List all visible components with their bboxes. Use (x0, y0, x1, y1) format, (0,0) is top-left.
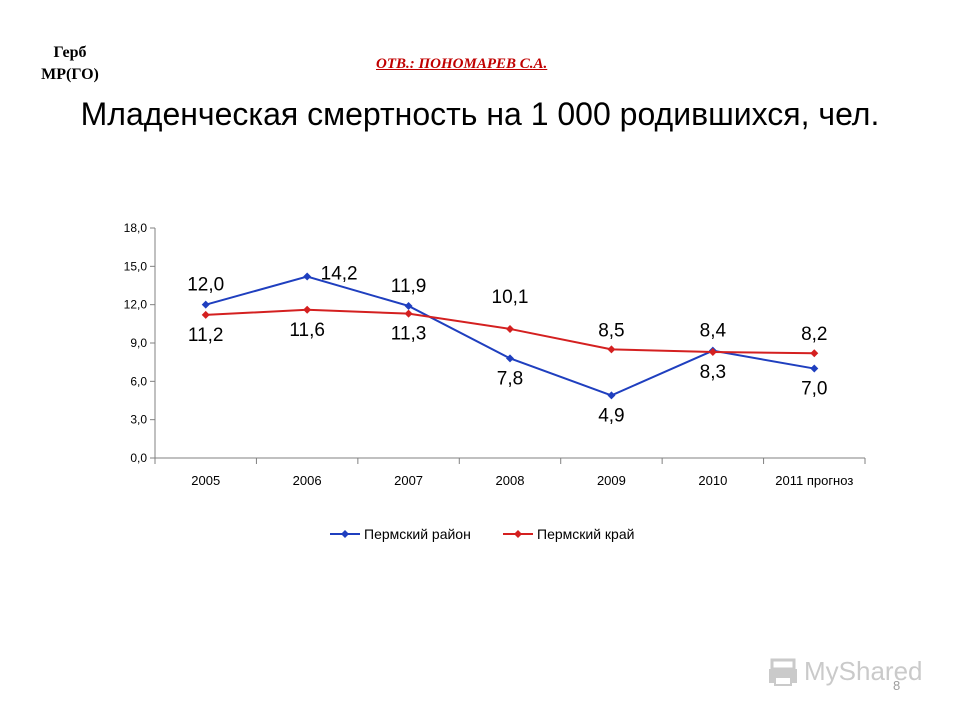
data-point-marker (201, 310, 210, 319)
y-tick-label: 3,0 (130, 413, 147, 427)
data-point-marker (404, 309, 413, 318)
data-point-marker (303, 305, 312, 314)
data-point-marker (506, 354, 514, 363)
x-tick-label: 2010 (698, 473, 727, 488)
watermark-printer-icon (769, 658, 797, 686)
data-point-marker (404, 301, 413, 310)
data-label: 14,2 (321, 264, 358, 285)
x-tick-label: 2007 (394, 473, 423, 488)
data-label: 8,5 (598, 320, 624, 341)
data-label: 12,0 (187, 275, 224, 296)
x-tick-label: 2005 (191, 473, 220, 488)
legend-label: Пермский район (364, 526, 471, 542)
responsible-person: ОТВ.: ПОНОМАРЕВ С.А. (376, 56, 548, 72)
page-number: 8 (893, 678, 901, 693)
data-label: 8,3 (700, 362, 726, 383)
coat-of-arms-placeholder: Герб МР(ГО) (20, 42, 120, 86)
watermark: MyShared (768, 656, 923, 687)
data-label: 7,0 (801, 379, 827, 400)
data-point-marker (607, 391, 616, 400)
data-label: 11,2 (188, 325, 224, 346)
data-point-marker (506, 324, 514, 333)
legend-marker (514, 530, 522, 538)
x-tick-label: 2008 (496, 473, 525, 488)
coat-line-2: МР(ГО) (41, 66, 99, 83)
watermark-text: MyShared (804, 656, 923, 686)
x-tick-label: 2009 (597, 473, 626, 488)
data-label: 11,3 (391, 324, 427, 345)
data-label: 8,4 (700, 321, 727, 342)
coat-line-1: Герб (53, 44, 87, 61)
data-label: 11,6 (289, 320, 325, 341)
data-point-marker (810, 364, 819, 373)
y-tick-label: 6,0 (130, 374, 147, 388)
y-tick-label: 15,0 (124, 259, 148, 273)
x-tick-label: 2006 (293, 473, 322, 488)
data-point-marker (810, 349, 819, 358)
data-label: 8,2 (801, 324, 827, 345)
x-tick-label: 2011 прогноз (775, 473, 853, 488)
data-label: 11,9 (391, 276, 427, 297)
data-point-marker (303, 272, 312, 281)
page-title: Младенческая смертность на 1 000 родивши… (80, 96, 880, 132)
y-tick-label: 12,0 (124, 298, 148, 312)
data-point-marker (607, 345, 616, 354)
legend-label: Пермский край (537, 526, 634, 542)
y-tick-label: 18,0 (124, 221, 148, 235)
y-tick-label: 9,0 (130, 336, 147, 350)
data-label: 10,1 (492, 287, 529, 308)
data-label: 7,8 (497, 368, 523, 389)
data-point-marker (708, 347, 717, 356)
legend-marker (341, 530, 349, 538)
y-tick-label: 0,0 (130, 451, 147, 465)
data-label: 4,9 (598, 405, 624, 426)
data-point-marker (201, 300, 210, 309)
